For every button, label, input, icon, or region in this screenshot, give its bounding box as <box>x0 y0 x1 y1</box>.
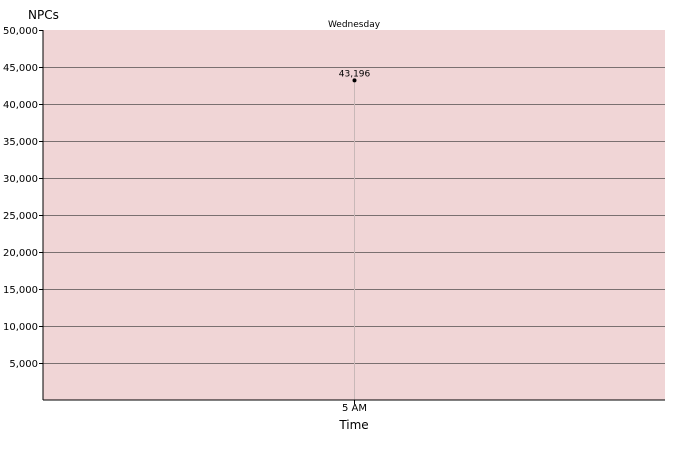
data-label: 43,196 <box>339 69 371 79</box>
x-tick-labels: 5 AM <box>342 400 367 414</box>
y-tick-label: 10,000 <box>3 322 38 333</box>
data-point <box>352 78 357 83</box>
data-points: 43,196 <box>339 69 371 83</box>
y-tick-label: 15,000 <box>3 285 38 296</box>
y-tick-label: 5,000 <box>9 359 38 370</box>
y-tick-label: 25,000 <box>3 211 38 222</box>
y-tick-label: 30,000 <box>3 174 38 185</box>
x-axis-title: Time <box>338 418 368 432</box>
x-tick-label: 5 AM <box>342 403 367 414</box>
y-tick-label: 45,000 <box>3 63 38 74</box>
y-tick-label: 40,000 <box>3 100 38 111</box>
y-tick-label: 35,000 <box>3 137 38 148</box>
y-axis-title: NPCs <box>28 8 59 22</box>
y-tick-label: 20,000 <box>3 248 38 259</box>
y-tick-label: 50,000 <box>3 26 38 37</box>
day-label: Wednesday <box>328 20 381 30</box>
y-tick-labels: 5,000 10,000 15,000 20,000 25,000 30,000 35,00… <box>3 26 43 370</box>
